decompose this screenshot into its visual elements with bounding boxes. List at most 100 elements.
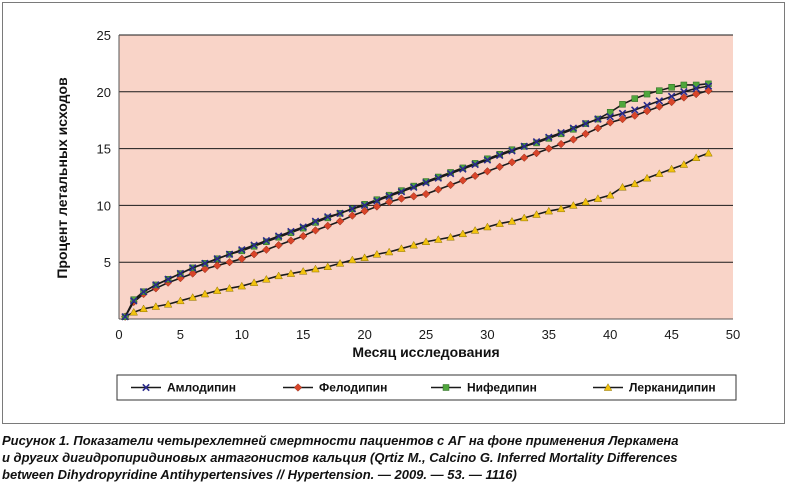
data-point-s1-35 (545, 133, 553, 142)
x-tick-label-50: 50 (726, 327, 740, 342)
data-point-s4-5 (176, 296, 185, 305)
data-point-s2-38 (581, 129, 590, 138)
x-tick-label-5: 5 (177, 327, 184, 342)
data-point-s1-24 (409, 183, 418, 191)
data-point-s3-1 (130, 296, 137, 303)
data-point-s4-46 (679, 160, 689, 168)
x-tick-label-40: 40 (603, 327, 617, 342)
data-point-s2-33 (520, 153, 529, 162)
data-point-s1-1 (129, 297, 138, 305)
data-point-s4-8 (213, 286, 222, 294)
y-tick-label-5: 5 (104, 255, 111, 270)
data-point-s2-8 (213, 261, 222, 270)
data-point-s4-18 (335, 259, 345, 267)
data-point-s2-9 (225, 258, 234, 267)
data-point-s4-37 (569, 201, 578, 209)
data-point-s4-12 (262, 274, 271, 283)
data-point-s4-2 (139, 304, 148, 313)
y-tick-label-20: 20 (97, 85, 111, 100)
series-2 (120, 86, 713, 321)
data-point-s2-27 (446, 180, 455, 190)
data-point-s1-3 (152, 281, 160, 289)
data-point-s2-40 (606, 118, 615, 127)
data-point-s3-40 (606, 108, 614, 116)
y-tick-label-25: 25 (97, 28, 111, 43)
data-point-s1-9 (225, 250, 234, 259)
data-point-s2-21 (372, 202, 382, 211)
data-point-s2-43 (642, 106, 652, 116)
x-tick-labels: 0 5 10 15 20 25 30 35 40 45 50 (115, 327, 740, 342)
x-tick-label-10: 10 (235, 327, 249, 342)
data-point-s1-17 (323, 212, 332, 221)
data-point-s1-31 (495, 151, 504, 160)
data-point-s1-10 (238, 245, 246, 254)
data-point-s2-44 (655, 102, 664, 111)
series-layer (120, 80, 713, 321)
data-point-s2-39 (593, 123, 603, 133)
data-point-s1-14 (287, 227, 295, 236)
data-point-s2-11 (249, 250, 259, 259)
data-point-s1-22 (385, 192, 393, 201)
data-point-s4-7 (200, 289, 210, 298)
data-point-s3-46 (680, 81, 688, 89)
data-point-s2-37 (569, 135, 578, 144)
data-point-s1-39 (594, 115, 602, 123)
data-point-s2-10 (237, 254, 246, 263)
data-point-s2-31 (495, 162, 504, 171)
data-point-s3-41 (619, 101, 626, 108)
data-point-s1-43 (643, 101, 651, 110)
data-point-s1-2 (139, 287, 148, 296)
caption-line-2: и других дигидропиридиновых антагонистов… (2, 450, 678, 465)
data-point-s4-32 (507, 216, 517, 225)
y-axis-title: Процент летальных исходов (54, 77, 70, 279)
data-point-s1-27 (446, 169, 455, 178)
data-point-s1-16 (311, 217, 320, 226)
data-point-s1-34 (532, 138, 541, 146)
data-point-s4-36 (556, 204, 566, 213)
legend: Амлодипин Фелодипин Нифедипин Лерканидипин (131, 381, 716, 395)
legend-item-2: Фелодипин (283, 381, 387, 395)
data-point-s1-13 (274, 232, 283, 240)
data-point-s2-19 (348, 211, 357, 220)
data-point-s4-33 (520, 213, 529, 222)
data-point-s2-23 (397, 194, 406, 203)
legend-item-4: Лерканидипин (593, 381, 716, 395)
caption-line-1: Рисунок 1. Показатели четырехлетней смер… (2, 433, 679, 448)
data-point-s2-42 (630, 111, 639, 120)
data-point-s4-29 (470, 226, 480, 234)
data-point-s2-13 (274, 241, 283, 250)
caption-line-3: between Dihydropyridine Antihypertensive… (2, 467, 517, 482)
data-point-s1-40 (606, 113, 614, 121)
y-tick-label-15: 15 (97, 142, 111, 157)
grid-lines (119, 34, 733, 263)
x-tick-label-0: 0 (115, 327, 122, 342)
x-tick-label-20: 20 (357, 327, 371, 342)
data-point-s1-47 (692, 84, 700, 93)
data-point-s1-30 (483, 156, 492, 164)
data-point-s1-19 (348, 205, 357, 213)
data-point-s4-17 (323, 262, 332, 270)
legend-label-3: Нифедипин (467, 381, 537, 395)
legend-box (116, 374, 737, 401)
data-point-s1-44 (655, 97, 664, 105)
legend-item-1: Амлодипин (131, 381, 236, 395)
data-point-s4-15 (298, 266, 308, 275)
data-point-s4-27 (446, 232, 455, 241)
data-point-s1-29 (471, 160, 479, 169)
data-point-s2-35 (544, 144, 553, 153)
data-point-s3-45 (668, 84, 675, 91)
data-point-s2-41 (618, 114, 627, 124)
data-point-s2-36 (556, 139, 566, 149)
legend-marker-1 (142, 383, 150, 392)
data-point-s2-32 (507, 158, 517, 167)
data-point-s4-19 (348, 255, 357, 264)
figure-caption: Рисунок 1. Показатели четырехлетней смер… (2, 432, 787, 483)
legend-label-1: Амлодипин (167, 381, 236, 395)
data-point-s1-45 (667, 92, 676, 101)
chart-frame: 0 5 10 15 20 25 30 35 40 45 50 5 10 15 20 25 Месяц исс… (2, 2, 785, 424)
line-chart: 0 5 10 15 20 25 30 35 40 45 50 5 10 15 20 25 Месяц исс… (54, 28, 740, 401)
data-point-s1-20 (360, 201, 369, 210)
data-point-s4-48 (704, 148, 713, 157)
data-point-s2-22 (385, 197, 394, 207)
data-point-s4-21 (372, 249, 382, 258)
